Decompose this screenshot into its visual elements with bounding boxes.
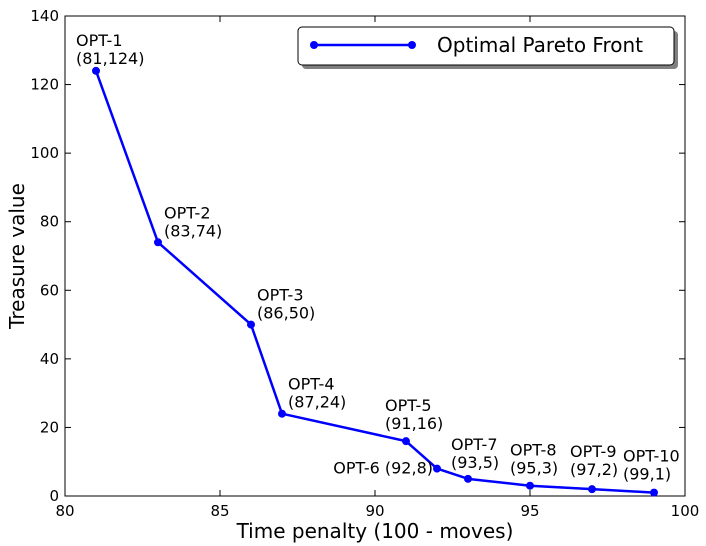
plot-frame (64, 15, 686, 497)
y-tick-label: 100 (30, 144, 59, 162)
annotation-label: OPT-8 (510, 441, 557, 460)
data-point (650, 488, 658, 497)
legend-box (297, 26, 675, 66)
y-axis-title: Treasure value (5, 183, 29, 330)
annotation-coords: (93,5) (451, 453, 499, 472)
data-point (247, 320, 255, 329)
annotation-label: OPT-10 (623, 447, 680, 466)
annotation-label: OPT-1 (76, 31, 123, 50)
annotation-label: OPT-2 (164, 203, 211, 222)
annotation-coords: (81,124) (76, 49, 144, 68)
y-tick-label: 80 (40, 213, 59, 231)
y-tick-label: 140 (30, 7, 59, 25)
annotation-label: OPT-4 (288, 375, 335, 394)
annotation-coords: (91,16) (385, 414, 443, 433)
data-point (464, 474, 472, 483)
plot-layer: 80 85 90 95 100 0 20 40 60 80 100 120 140 OPT-1(81,12… (30, 7, 699, 520)
x-tick-label: 100 (671, 502, 700, 520)
y-tick-label: 20 (40, 418, 59, 436)
x-tick-label: 80 (55, 502, 74, 520)
annotation-coords: (83,74) (164, 221, 222, 240)
data-point (402, 437, 410, 446)
annotation-label: OPT-7 (451, 435, 498, 454)
data-point (433, 464, 441, 473)
data-point (154, 238, 162, 247)
legend-marker-end (408, 41, 416, 49)
series-line (94, 70, 655, 494)
y-tick-label: 60 (40, 281, 59, 299)
annotation-coords: (86,50) (257, 304, 315, 323)
y-tick-label: 120 (30, 76, 59, 94)
annotation-label: OPT-5 (385, 396, 432, 415)
data-point (526, 481, 534, 490)
data-point (278, 409, 286, 418)
legend-marker-start (310, 41, 318, 49)
x-tick-label: 90 (365, 502, 384, 520)
data-point (92, 66, 100, 75)
annotation-coords: (99,1) (623, 465, 671, 484)
annotation-label: OPT-3 (257, 286, 304, 305)
x-tick-label: 95 (520, 502, 539, 520)
data-point (588, 485, 596, 494)
legend: Optimal Pareto Front (297, 26, 678, 69)
annotation-coords: (95,3) (510, 459, 558, 478)
annotation-coords: (97,2) (570, 460, 618, 479)
y-tick-label: 0 (49, 487, 59, 505)
y-tick-label: 40 (40, 350, 59, 368)
legend-label: Optimal Pareto Front (437, 33, 643, 57)
annotation-coords: (87,24) (288, 393, 346, 412)
x-axis-title: Time penalty (100 - moves) (236, 519, 514, 543)
x-tick-label: 85 (210, 502, 229, 520)
annotation-label: OPT-9 (570, 442, 617, 461)
annotation-label: OPT-6 (92,8) (333, 459, 433, 478)
